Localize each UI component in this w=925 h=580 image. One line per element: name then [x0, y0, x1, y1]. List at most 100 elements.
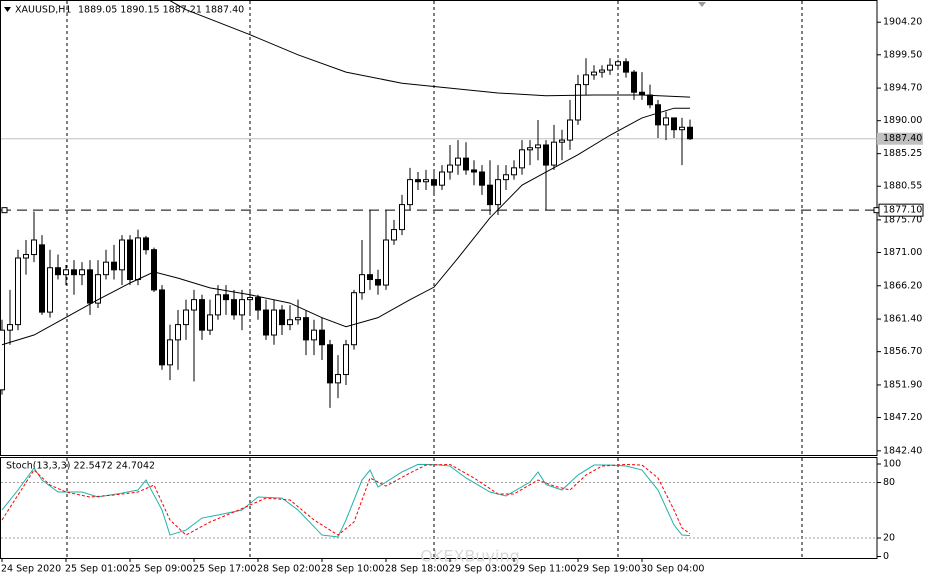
y-tick-label: 1847.20: [883, 412, 922, 423]
candle-body: [559, 139, 565, 143]
y-tick-label: 20: [883, 533, 895, 544]
candle-body: [575, 84, 581, 121]
moving-average: [1, 107, 690, 346]
x-tick-label: 28 Sep 18:00: [385, 564, 448, 575]
candle-body: [199, 299, 205, 331]
candle-body: [543, 144, 549, 166]
candle-body: [367, 274, 373, 281]
x-tick-label: 29 Sep 19:00: [577, 564, 640, 575]
candle-body: [271, 309, 277, 336]
candle-body: [7, 324, 13, 331]
candle-body: [215, 294, 221, 316]
candle-body: [623, 61, 629, 73]
candle-body: [407, 179, 413, 206]
bid-label-box: [877, 132, 923, 145]
day-separators: [66, 1, 803, 558]
stoch-title: Stoch(13,3,3) 22.5472 24.7042: [6, 461, 155, 472]
candle-body: [103, 261, 109, 276]
candle-body: [599, 69, 605, 73]
x-tick-label: 29 Sep 11:00: [513, 564, 576, 575]
candle-body: [239, 299, 245, 316]
candle-body: [511, 167, 517, 176]
candle-body: [615, 61, 621, 66]
candle-body: [351, 292, 357, 346]
candle-body: [375, 279, 381, 286]
y-tick-label: 1904.20: [883, 17, 922, 28]
candle-body: [431, 179, 437, 186]
candle-body: [591, 71, 597, 76]
candle-body: [335, 374, 341, 384]
candle-body: [119, 239, 125, 271]
candle-body: [87, 269, 93, 304]
candle-body: [487, 184, 493, 206]
y-tick-label: 80: [883, 477, 895, 488]
y-tick-label: 1856.70: [883, 346, 922, 357]
hline-label-box: [878, 203, 924, 217]
symbol-label: XAUUSD,H1: [15, 5, 71, 16]
candle-body: [327, 344, 333, 384]
symbol-menu-icon[interactable]: [4, 7, 11, 12]
candle-body: [159, 289, 165, 366]
candle-body: [23, 254, 29, 259]
y-tick-label: 100: [883, 459, 901, 470]
y-tick-label: 1842.40: [883, 445, 922, 456]
stoch-panel-frame: [0, 457, 878, 559]
candle-body: [111, 261, 117, 271]
candle-body: [583, 74, 589, 86]
y-tick-label: 1871.00: [883, 247, 922, 258]
candle-body: [687, 126, 693, 140]
y-tick-label: 1880.55: [883, 181, 922, 192]
candle-body: [39, 244, 45, 313]
candle-body: [223, 294, 229, 301]
moving-average: [169, 0, 691, 98]
candle-body: [15, 257, 21, 326]
candle-body: [663, 117, 669, 126]
candle-body: [399, 204, 405, 231]
stoch-line: [1, 463, 691, 538]
candle-body: [231, 299, 237, 316]
candle-body: [447, 164, 453, 173]
y-tick-label: 1885.25: [883, 148, 922, 159]
x-tick-label: 25 Sep 09:00: [129, 564, 192, 575]
watermark: OKEXBuying: [420, 547, 519, 566]
candle-body: [191, 299, 197, 311]
y-tick-label: 1851.90: [883, 379, 922, 390]
x-tick-label: 25 Sep 01:00: [65, 564, 128, 575]
candle-body: [439, 171, 445, 186]
candle-body: [127, 239, 133, 281]
candle-body: [263, 309, 269, 336]
shift-marker: [698, 2, 706, 7]
bid-label: 1887.40: [883, 133, 922, 144]
candle-body: [183, 309, 189, 326]
y-tick-label: 1890.00: [883, 115, 922, 126]
candle-body: [671, 117, 677, 131]
candle-body: [143, 237, 149, 251]
candle-body: [303, 317, 309, 341]
candle-body: [79, 269, 85, 276]
candle-body: [167, 339, 173, 366]
candle-body: [567, 119, 573, 141]
candle-body: [151, 249, 157, 291]
ohlc-label: 1889.05 1890.15 1887.21 1887.40: [78, 5, 244, 16]
y-tick-label: 1875.70: [883, 214, 922, 225]
candle-body: [295, 317, 301, 321]
y-tick-label: 1861.40: [883, 314, 922, 325]
line-anchor: [873, 207, 880, 214]
candle-body: [479, 171, 485, 186]
candle-body: [607, 64, 613, 71]
candle-body: [455, 157, 461, 166]
candle-body: [47, 267, 53, 313]
candle-body: [471, 169, 477, 173]
candle-body: [391, 229, 397, 241]
candle-body: [287, 319, 293, 326]
main-panel-frame: [0, 0, 878, 456]
candle-body: [135, 237, 141, 281]
candle-body: [319, 329, 325, 346]
candle-body: [519, 149, 525, 169]
x-tick-label: 25 Sep 17:00: [193, 564, 256, 575]
x-tick-label: 24 Sep 2020: [1, 564, 61, 575]
candle-body: [527, 147, 533, 151]
y-tick-label: 1866.20: [883, 280, 922, 291]
candle-body: [311, 329, 317, 341]
